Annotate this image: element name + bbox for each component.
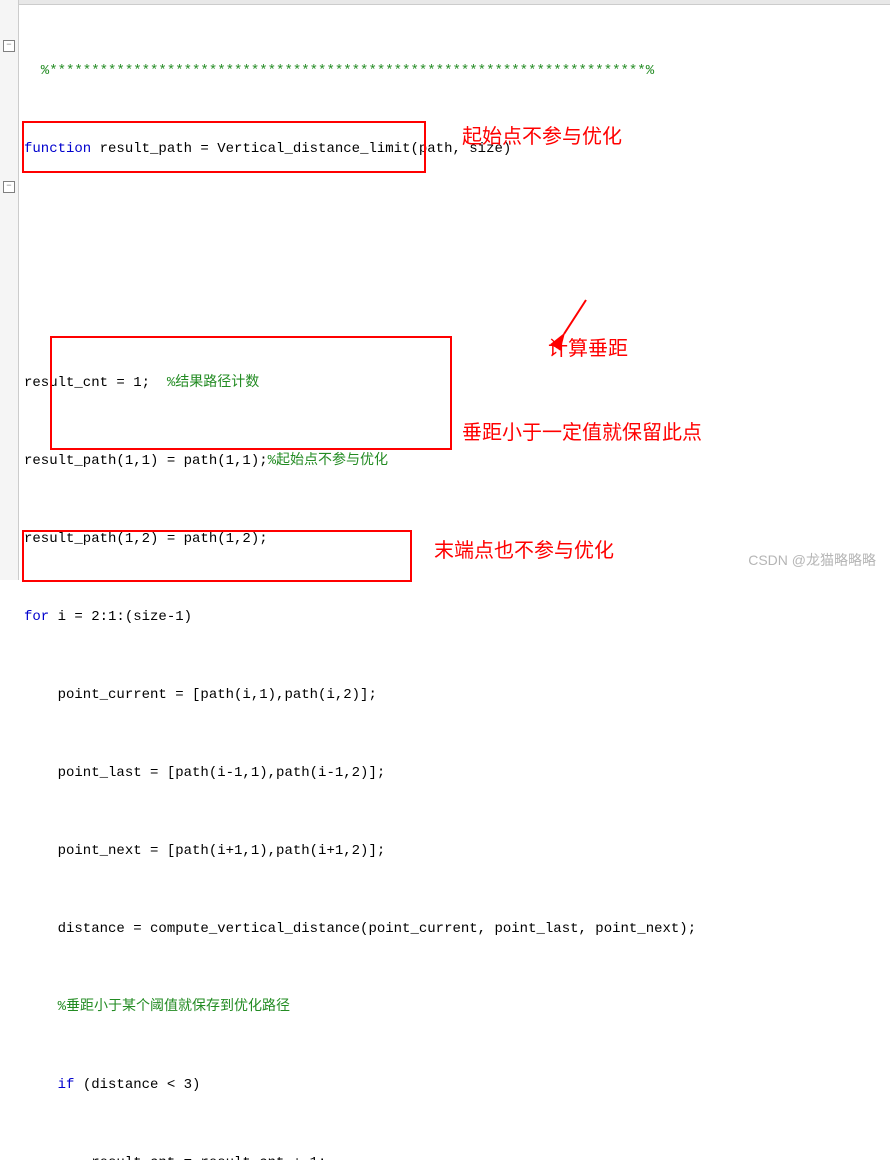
gutter: − − [0,0,19,580]
tab-strip [0,0,890,5]
code-text: result_path = Vertical_distance_limit(pa… [91,141,511,157]
code-text: result_cnt = result_cnt + 1; [24,1155,326,1160]
code-text: result_path(1,1) = path(1,1); [24,453,268,469]
code-comment: %结果路径计数 [167,375,259,391]
fold-marker[interactable]: − [3,40,15,52]
blank-line [24,214,696,240]
code-text: point_next = [path(i+1,1),path(i+1,2)]; [24,843,385,859]
blank-line [24,292,696,318]
code-text: result_cnt = 1; [24,375,167,391]
watermark: CSDN @龙猫略略略 [748,550,876,570]
code-comment: %***************************************… [24,63,654,79]
code-text: i = 2:1:(size-1) [49,609,192,625]
code-comment: %垂距小于某个阈值就保存到优化路径 [24,999,290,1015]
code-editor[interactable]: %***************************************… [24,6,696,1160]
code-comment: %起始点不参与优化 [268,453,388,469]
fold-marker[interactable]: − [3,181,15,193]
code-text: point_last = [path(i-1,1),path(i-1,2)]; [24,765,385,781]
code-text: distance = compute_vertical_distance(poi… [24,921,696,937]
code-text: result_path(1,2) = path(1,2); [24,531,268,547]
keyword-function: function [24,141,91,157]
code-text: (distance < 3) [83,1077,201,1093]
keyword-if: if [24,1077,83,1093]
code-text: point_current = [path(i,1),path(i,2)]; [24,687,377,703]
keyword-for: for [24,609,49,625]
